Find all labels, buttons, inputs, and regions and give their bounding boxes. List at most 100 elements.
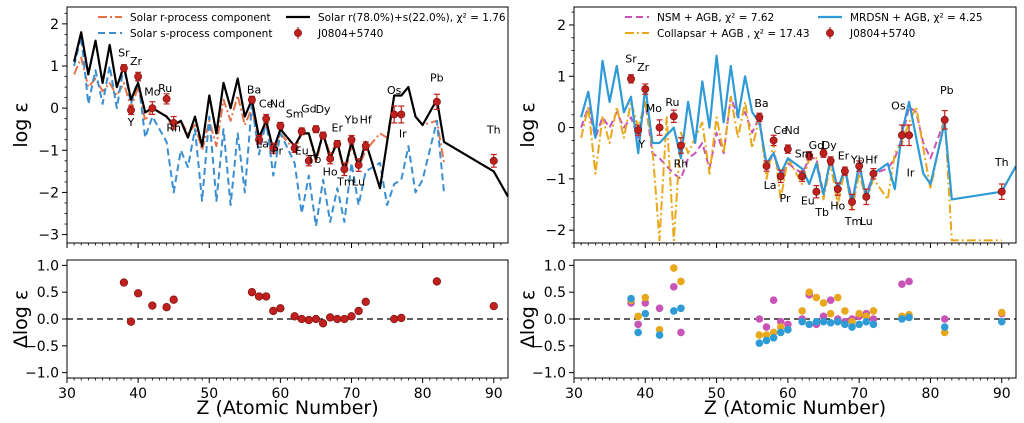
element-label: Ce <box>774 124 789 137</box>
x-tick-label: 40 <box>129 386 147 402</box>
series-line <box>580 95 1002 242</box>
observed-point <box>162 94 171 103</box>
observed-point <box>269 144 278 153</box>
observed-point <box>262 114 271 123</box>
residual-point <box>311 314 321 324</box>
element-label: Gd <box>809 139 825 152</box>
observed-point <box>755 113 764 122</box>
axes-frame <box>66 6 509 244</box>
legend-label: Solar s-process component <box>130 28 272 40</box>
residual-point <box>905 313 913 322</box>
x-tick-label: 70 <box>343 386 361 402</box>
panel-bottom-right: 30 40 50 60 70 80 90 −1.0 −0.5 0.0 0.5 1.0 Δlog ε Z (… <box>517 258 1017 419</box>
residual-point <box>848 317 856 326</box>
element-label: Sr <box>625 52 637 65</box>
residual-point <box>855 309 863 318</box>
residual-point <box>997 317 1006 326</box>
y-tick-label: −1.0 <box>532 366 566 382</box>
observed-point <box>655 123 664 132</box>
residual-point <box>247 288 257 297</box>
residual-point <box>641 299 650 307</box>
element-label: Ru <box>158 82 172 95</box>
element-label: Sr <box>118 47 130 60</box>
y-tick-label: 0.5 <box>544 285 566 301</box>
observed-point <box>255 135 263 144</box>
observed-point <box>347 135 356 144</box>
residual-point <box>634 312 642 321</box>
observed-point <box>762 162 771 170</box>
residual-point <box>361 297 370 306</box>
residual-point <box>262 292 271 301</box>
element-label: Gd <box>301 102 317 115</box>
element-label: Ce <box>259 97 274 110</box>
series-line <box>580 95 946 201</box>
residual-point <box>119 278 129 287</box>
element-label: Tm <box>844 215 862 228</box>
legend: NSM + AGB, χ² = 7.62 Collapsar + AGB , χ²… <box>625 12 983 40</box>
y-tick-label: 0 <box>50 101 59 117</box>
y-tick-label: 1.0 <box>544 258 566 274</box>
element-label: Pb <box>430 72 444 85</box>
y-tick-label: −2 <box>545 223 566 239</box>
y-tick-label: 1.0 <box>37 258 59 274</box>
observed-point <box>290 144 299 153</box>
observed-point <box>390 110 399 119</box>
element-label: Zr <box>130 55 143 68</box>
residual-point <box>862 312 871 321</box>
residual-point <box>333 314 342 324</box>
residual-point <box>755 315 764 323</box>
y-tick-label: 1 <box>50 59 59 75</box>
y-axis-label: Δlog ε <box>10 290 32 348</box>
residual-point <box>940 323 949 331</box>
observed-point <box>297 127 306 136</box>
residual-point <box>133 289 143 298</box>
residual-point <box>833 317 842 326</box>
residual-point <box>670 307 678 315</box>
residual-point <box>677 277 685 286</box>
residual-point <box>670 283 678 291</box>
observed-point <box>489 156 498 165</box>
residual-point <box>318 319 328 328</box>
residual-point <box>819 299 828 307</box>
observed-point <box>826 156 835 165</box>
residual-point <box>848 323 856 331</box>
residual-point <box>776 317 785 326</box>
element-label: Ba <box>247 83 261 96</box>
observed-point <box>326 154 335 163</box>
residual-point <box>304 315 313 325</box>
residual-point <box>869 315 878 323</box>
residual-point <box>627 294 635 303</box>
element-label: Dy <box>822 139 837 152</box>
y-tick-label: −3 <box>38 228 59 244</box>
element-label: Hf <box>360 113 373 126</box>
legend-label: Solar r(78.0%)+s(22.0%), χ² = 1.76 <box>318 12 506 24</box>
x-tick-label: 40 <box>636 386 654 402</box>
residual-point <box>841 307 849 315</box>
observed-point <box>940 115 949 124</box>
observed-point <box>432 97 441 106</box>
element-label: Mo <box>646 102 662 115</box>
element-label: Er <box>332 122 344 135</box>
legend-label: J0804+5740 <box>849 28 915 40</box>
legend-label: Collapsar + AGB , χ² = 17.43 <box>657 28 810 40</box>
residual-point <box>354 306 363 316</box>
y-tick-label: −2 <box>38 185 59 201</box>
residual-point <box>826 309 835 318</box>
observed-point <box>669 112 678 121</box>
legend-label: J0804+5740 <box>317 28 383 40</box>
residual-point <box>755 331 764 339</box>
element-label: Yb <box>850 153 865 166</box>
residual-point <box>276 304 285 313</box>
residual-point <box>798 307 806 315</box>
observed-point <box>276 121 285 130</box>
legend-marker <box>294 29 302 37</box>
observed-point <box>812 187 821 196</box>
element-label: Ba <box>754 97 768 110</box>
residual-point <box>826 296 835 305</box>
element-label: Tm <box>336 175 354 188</box>
residual-point <box>126 317 136 326</box>
observed-point <box>340 165 349 174</box>
residual-point <box>162 303 171 312</box>
element-label: Sm <box>286 107 304 120</box>
